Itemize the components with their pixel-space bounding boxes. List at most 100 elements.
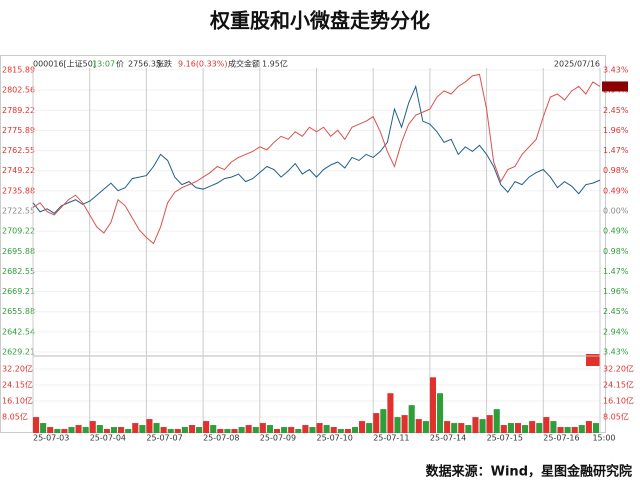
frame	[0, 55, 606, 433]
volume-bar	[47, 427, 54, 433]
y-tick-label: 2815.89	[2, 66, 35, 75]
volume-bar	[529, 421, 536, 433]
y-tick-label: 2789.22	[2, 106, 35, 115]
volume-bar	[387, 393, 394, 433]
volume-bar	[273, 429, 281, 433]
volume-bar	[550, 421, 557, 433]
volume-bar	[493, 409, 500, 433]
line-series	[32, 73, 601, 245]
volume-tick-label: 32.20亿	[603, 363, 634, 373]
volume-bar	[288, 427, 295, 433]
y-tick-label: 2749.22	[2, 166, 35, 175]
volume-bar	[401, 415, 408, 433]
y-tick-label: 2775.89	[2, 126, 35, 135]
y2-tick-label: 0.98%	[603, 166, 629, 175]
y2-tick-label: 2.94%	[603, 327, 629, 336]
volume-bar	[458, 423, 465, 433]
x-tick-label: 25-07-08	[203, 434, 239, 443]
volume-tick-label: 16.10亿	[2, 395, 33, 405]
chart-title: 权重股和小微盘走势分化	[209, 9, 430, 33]
volume-bar	[408, 405, 415, 433]
volume-bar	[451, 423, 458, 433]
volume-bar	[153, 423, 160, 433]
volume-bar	[564, 427, 571, 433]
volume-bar	[252, 427, 259, 433]
volume-bar	[110, 427, 118, 433]
volume-bar	[181, 427, 188, 433]
volume-bar	[479, 419, 486, 433]
x-tick-label: 25-07-11	[373, 434, 409, 443]
x-tick-label: 25-07-10	[317, 434, 353, 443]
volume-tick-label: 24.15亿	[2, 379, 33, 389]
volume-bar	[281, 427, 288, 433]
volume-bar	[40, 423, 47, 433]
volume-bar	[217, 429, 224, 433]
volume-bar	[132, 423, 139, 433]
y-tick-label: 2655.88	[2, 307, 35, 316]
x-tick-label: 25-07-03	[33, 434, 69, 443]
y2-tick-label: 0.49%	[603, 227, 629, 236]
volume-bar	[118, 427, 125, 433]
volume-bar	[373, 413, 380, 433]
y-tick-label: 2642.54	[2, 327, 35, 336]
x-tick-label: 25-07-14	[430, 434, 466, 443]
volume-bar	[167, 429, 174, 433]
volume-bar	[536, 423, 543, 433]
volume-bar	[245, 425, 252, 433]
volume-bar	[188, 425, 196, 433]
y-tick-label: 2709.22	[2, 227, 35, 236]
volume-tick-label: 8.05亿	[2, 411, 28, 421]
x-tick-label: 25-07-04	[90, 434, 126, 443]
volume-bar	[380, 409, 387, 433]
price-tag	[602, 81, 628, 92]
volume-bar	[75, 425, 82, 433]
volume-bar	[224, 429, 231, 433]
y2-tick-label: 0.49%	[603, 186, 629, 195]
info-change: 9.16(0.33%)	[178, 60, 227, 69]
volume-bar	[472, 417, 479, 433]
line-series	[32, 84, 601, 214]
y2-tick-label: 1.96%	[603, 126, 629, 135]
volume-bar	[96, 425, 103, 433]
volume-bar	[571, 427, 578, 433]
volume-bar	[309, 427, 316, 433]
volume-bar	[514, 423, 522, 433]
volume-bar	[196, 427, 203, 433]
x-tick-label: 25-07-15	[487, 434, 523, 443]
info-price-label: 价	[116, 60, 124, 69]
info-amount: 1.95亿	[262, 59, 288, 69]
y-tick-label: 2762.55	[2, 146, 35, 155]
info-date: 2025/07/16	[554, 60, 600, 69]
volume-bar	[82, 427, 89, 433]
volume-bar	[444, 421, 451, 433]
volume-bar	[429, 377, 436, 433]
volume-bar	[139, 425, 146, 433]
volume-bar	[316, 423, 323, 433]
volume-bar	[103, 429, 110, 433]
volume-bar	[351, 427, 359, 433]
y2-tick-label: 2.45%	[603, 106, 629, 115]
volume-bar	[61, 429, 68, 433]
volume-bar	[394, 417, 401, 433]
volume-bar	[146, 419, 153, 433]
volume-bar	[344, 429, 351, 433]
volume-bar	[522, 425, 529, 433]
y-tick-label: 2682.55	[2, 267, 35, 276]
volume-bar	[323, 425, 330, 433]
volume-bar	[436, 393, 444, 433]
volume-bar	[203, 421, 210, 433]
volume-bar	[259, 423, 266, 433]
volume-bar	[68, 427, 75, 433]
y-tick-label: 2629.21	[2, 348, 35, 357]
volume-bar	[302, 425, 309, 433]
y-tick-label: 2802.56	[2, 86, 35, 95]
x-tick-label: 25-07-07	[146, 434, 182, 443]
volume-bar	[266, 425, 273, 433]
volume-bar	[337, 429, 344, 433]
y2-tick-label: 3.43%	[603, 66, 629, 75]
volume-bar	[125, 429, 132, 433]
y-tick-label: 2695.88	[2, 247, 35, 256]
info-change-label: 涨跌	[156, 59, 172, 69]
volume-bar	[210, 425, 217, 433]
